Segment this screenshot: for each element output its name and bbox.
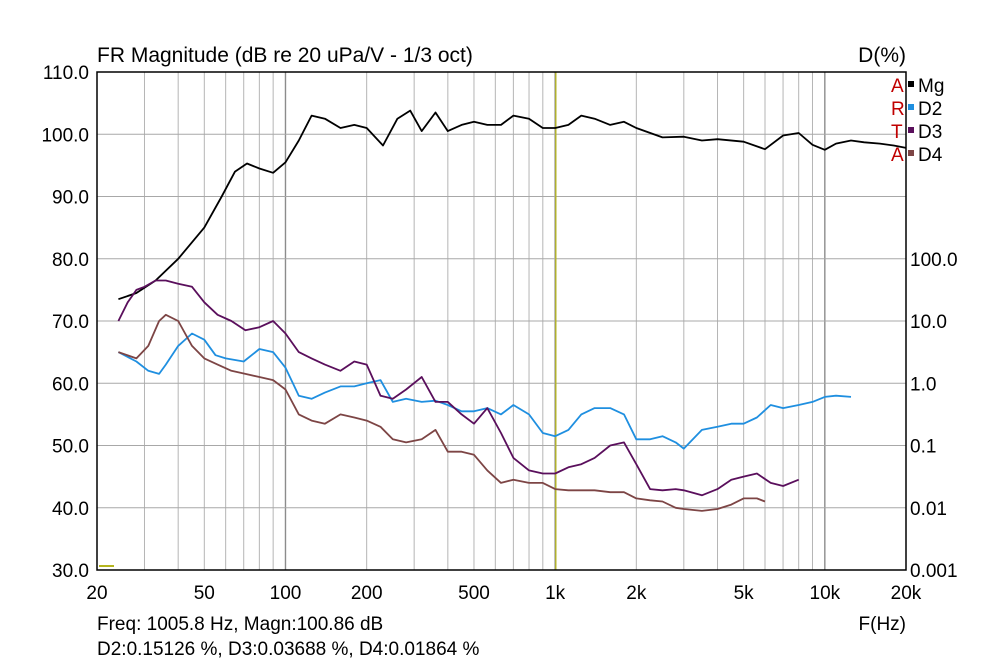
- y-tick-label-right: 0.1: [910, 437, 936, 458]
- x-tick-label: 20: [86, 583, 107, 604]
- grid-layer: [97, 72, 906, 570]
- x-axis-label: F(Hz): [859, 614, 906, 635]
- y-tick-label-left: 30.0: [52, 561, 89, 582]
- y-tick-label-left: 40.0: [52, 499, 89, 520]
- x-tick-label: 10k: [810, 583, 841, 604]
- series-line-d4: [118, 313, 766, 512]
- legend-label-mg: Mg: [918, 76, 944, 97]
- y-tick-label-left: 90.0: [52, 188, 89, 209]
- x-tick-label: 500: [458, 583, 490, 604]
- y-tick-label-right: 0.001: [910, 561, 958, 582]
- legend-swatch-d2: [908, 104, 914, 110]
- cursor-readout-line1: Freq: 1005.8 Hz, Magn:100.86 dB: [97, 614, 383, 635]
- x-tick-label: 1k: [545, 583, 566, 604]
- series-layer: [117, 109, 907, 512]
- x-tick-label: 200: [351, 583, 383, 604]
- cursor-readout-line2: D2:0.15126 %, D3:0.03688 %, D4:0.01864 %: [97, 639, 479, 660]
- legend-label-d4: D4: [918, 145, 943, 166]
- arta-letter: R: [891, 99, 905, 120]
- x-tick-label: 100: [270, 583, 302, 604]
- arta-letter: A: [891, 145, 904, 166]
- legend-swatch-d3: [908, 127, 914, 133]
- legend-swatch-d4: [908, 150, 914, 156]
- y-tick-label-left: 110.0: [43, 63, 89, 84]
- arta-letter: A: [891, 76, 904, 97]
- legend-label-d3: D3: [918, 122, 942, 143]
- y-tick-label-right: 1.0: [910, 374, 936, 395]
- chart-title: FR Magnitude (dB re 20 uPa/V - 1/3 oct): [97, 44, 473, 67]
- y-tick-label-right: 0.01: [910, 499, 947, 520]
- y-tick-label-right: 100.0: [910, 250, 958, 271]
- legend-label-d2: D2: [918, 99, 942, 120]
- y-tick-label-left: 100.0: [41, 125, 89, 146]
- x-tick-label: 50: [194, 583, 215, 604]
- x-tick-label: 5k: [734, 583, 755, 604]
- y-tick-label-left: 70.0: [52, 312, 89, 333]
- right-axis-title: D(%): [858, 44, 906, 67]
- y-tick-label-left: 80.0: [52, 250, 89, 271]
- y-tick-label-left: 60.0: [52, 374, 89, 395]
- x-tick-label: 20k: [891, 583, 922, 604]
- y-tick-label-left: 50.0: [52, 437, 89, 458]
- series-line-mg: [118, 109, 907, 301]
- series-line-d2: [117, 332, 852, 450]
- frame-layer: [96, 71, 907, 571]
- y-tick-label-right: 10.0: [910, 312, 947, 333]
- series-line-d3: [117, 279, 800, 497]
- text-layer: FR Magnitude (dB re 20 uPa/V - 1/3 oct) …: [41, 44, 957, 660]
- legend-swatch-mg: [908, 81, 914, 87]
- arta-letter: T: [891, 122, 903, 143]
- x-tick-label: 2k: [626, 583, 647, 604]
- plot-frame: [96, 71, 907, 571]
